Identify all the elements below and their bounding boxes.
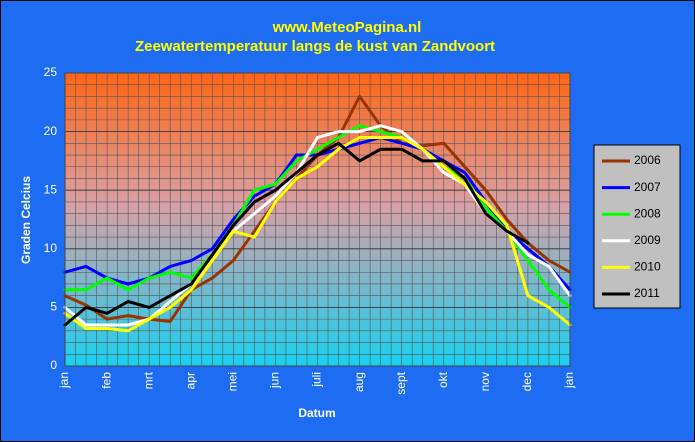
x-tick-label: feb: [99, 372, 113, 389]
y-tick-label: 0: [50, 358, 57, 372]
plot-border: [64, 72, 571, 367]
legend-label: 2008: [634, 206, 661, 220]
x-tick-label: juli: [310, 372, 324, 388]
series-line: [63, 141, 530, 327]
series-line: [63, 124, 572, 309]
legend: [593, 144, 681, 309]
y-tick-label: 5: [50, 300, 57, 314]
legend-label: 2011: [634, 286, 660, 300]
legend-label: 2009: [634, 233, 661, 247]
y-tick-label: 25: [44, 65, 58, 79]
legend-label: 2007: [634, 180, 661, 194]
x-tick-label: sept: [394, 371, 408, 394]
series-line: [63, 136, 572, 333]
x-tick-label: mei: [226, 372, 240, 391]
legend-label: 2010: [634, 260, 661, 274]
y-axis-label: Graden Celcius: [19, 176, 33, 264]
chart-title: www.MeteoPagina.nl: [272, 19, 422, 36]
x-tick-label: okt: [436, 371, 450, 388]
x-tick-label: jan: [562, 372, 576, 389]
x-tick-label: apr: [183, 372, 197, 389]
x-tick-label: mrt: [141, 371, 155, 389]
y-tick-label: 20: [44, 124, 58, 138]
x-axis-label: Datum: [298, 406, 335, 420]
x-tick-label: dec: [520, 372, 534, 391]
y-tick-label: 15: [44, 182, 58, 196]
legend-label: 2006: [634, 153, 661, 167]
x-tick-label: nov: [478, 372, 492, 391]
chart-subtitle: Zeewatertemperatuur langs de kust van Za…: [135, 38, 495, 55]
y-tick-label: 10: [44, 241, 58, 255]
x-tick-label: jan: [57, 372, 71, 389]
x-tick-label: aug: [352, 372, 366, 392]
x-tick-label: jun: [268, 372, 282, 389]
